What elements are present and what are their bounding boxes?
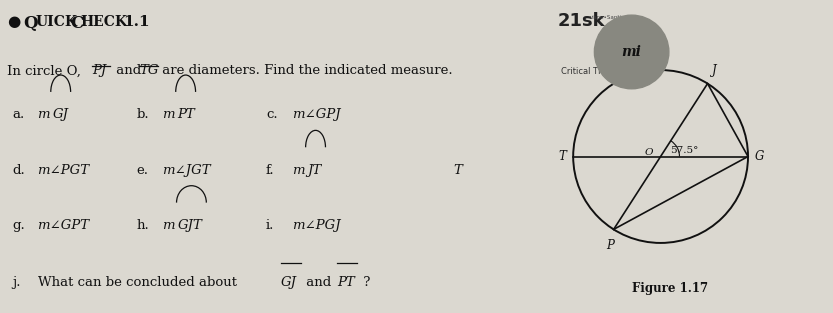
- Text: a.: a.: [12, 109, 25, 121]
- Text: m∠PGJ: m∠PGJ: [292, 219, 341, 232]
- Text: and: and: [112, 64, 146, 77]
- Text: T: T: [454, 164, 462, 177]
- Text: ?: ?: [358, 276, 370, 289]
- Text: 57.5°: 57.5°: [671, 146, 699, 155]
- Text: h.: h.: [137, 219, 150, 232]
- Text: What can be concluded about: What can be concluded about: [37, 276, 241, 289]
- Text: PT: PT: [177, 109, 195, 121]
- Text: GJ: GJ: [52, 109, 68, 121]
- Text: and: and: [302, 276, 336, 289]
- Text: d.: d.: [12, 164, 26, 177]
- Text: GJ: GJ: [281, 276, 297, 289]
- Text: g.: g.: [12, 219, 26, 232]
- Text: m: m: [162, 109, 175, 121]
- Text: GJT: GJT: [177, 219, 202, 232]
- Circle shape: [595, 15, 669, 89]
- Text: b.: b.: [137, 109, 149, 121]
- Text: PT: PT: [337, 276, 355, 289]
- Text: visne•Santia: visne•Santia: [591, 15, 626, 20]
- Text: m∠GPT: m∠GPT: [37, 219, 90, 232]
- Text: HECK: HECK: [81, 15, 127, 29]
- Text: Figure 1.17: Figure 1.17: [632, 282, 709, 295]
- Text: Critical Thinking: Critical Thinking: [561, 67, 630, 76]
- Text: e.: e.: [137, 164, 149, 177]
- Text: J: J: [711, 64, 716, 77]
- Text: f.: f.: [266, 164, 275, 177]
- Text: C: C: [71, 15, 84, 32]
- Text: G: G: [755, 150, 765, 163]
- Text: 21sk: 21sk: [557, 12, 605, 30]
- Text: ●: ●: [7, 15, 20, 29]
- Text: m: m: [292, 164, 305, 177]
- Text: m∠GPJ: m∠GPJ: [292, 109, 341, 121]
- Text: O: O: [645, 148, 653, 157]
- Text: m∠JGT: m∠JGT: [162, 164, 211, 177]
- Text: PJ: PJ: [92, 64, 107, 77]
- Text: m: m: [37, 109, 50, 121]
- Text: JT: JT: [307, 164, 322, 177]
- Text: j.: j.: [12, 276, 21, 289]
- Text: m: m: [162, 219, 175, 232]
- Text: T: T: [558, 150, 566, 163]
- Text: TG: TG: [139, 64, 159, 77]
- Text: m∠PGT: m∠PGT: [37, 164, 90, 177]
- Text: Q: Q: [23, 15, 38, 32]
- Text: i.: i.: [266, 219, 274, 232]
- Text: c.: c.: [266, 109, 277, 121]
- Text: are diameters. Find the indicated measure.: are diameters. Find the indicated measur…: [158, 64, 453, 77]
- Text: mi: mi: [621, 45, 641, 59]
- Text: In circle O,: In circle O,: [7, 64, 85, 77]
- Text: 1.1: 1.1: [122, 15, 149, 29]
- Text: UICK: UICK: [36, 15, 78, 29]
- Text: P: P: [606, 239, 614, 252]
